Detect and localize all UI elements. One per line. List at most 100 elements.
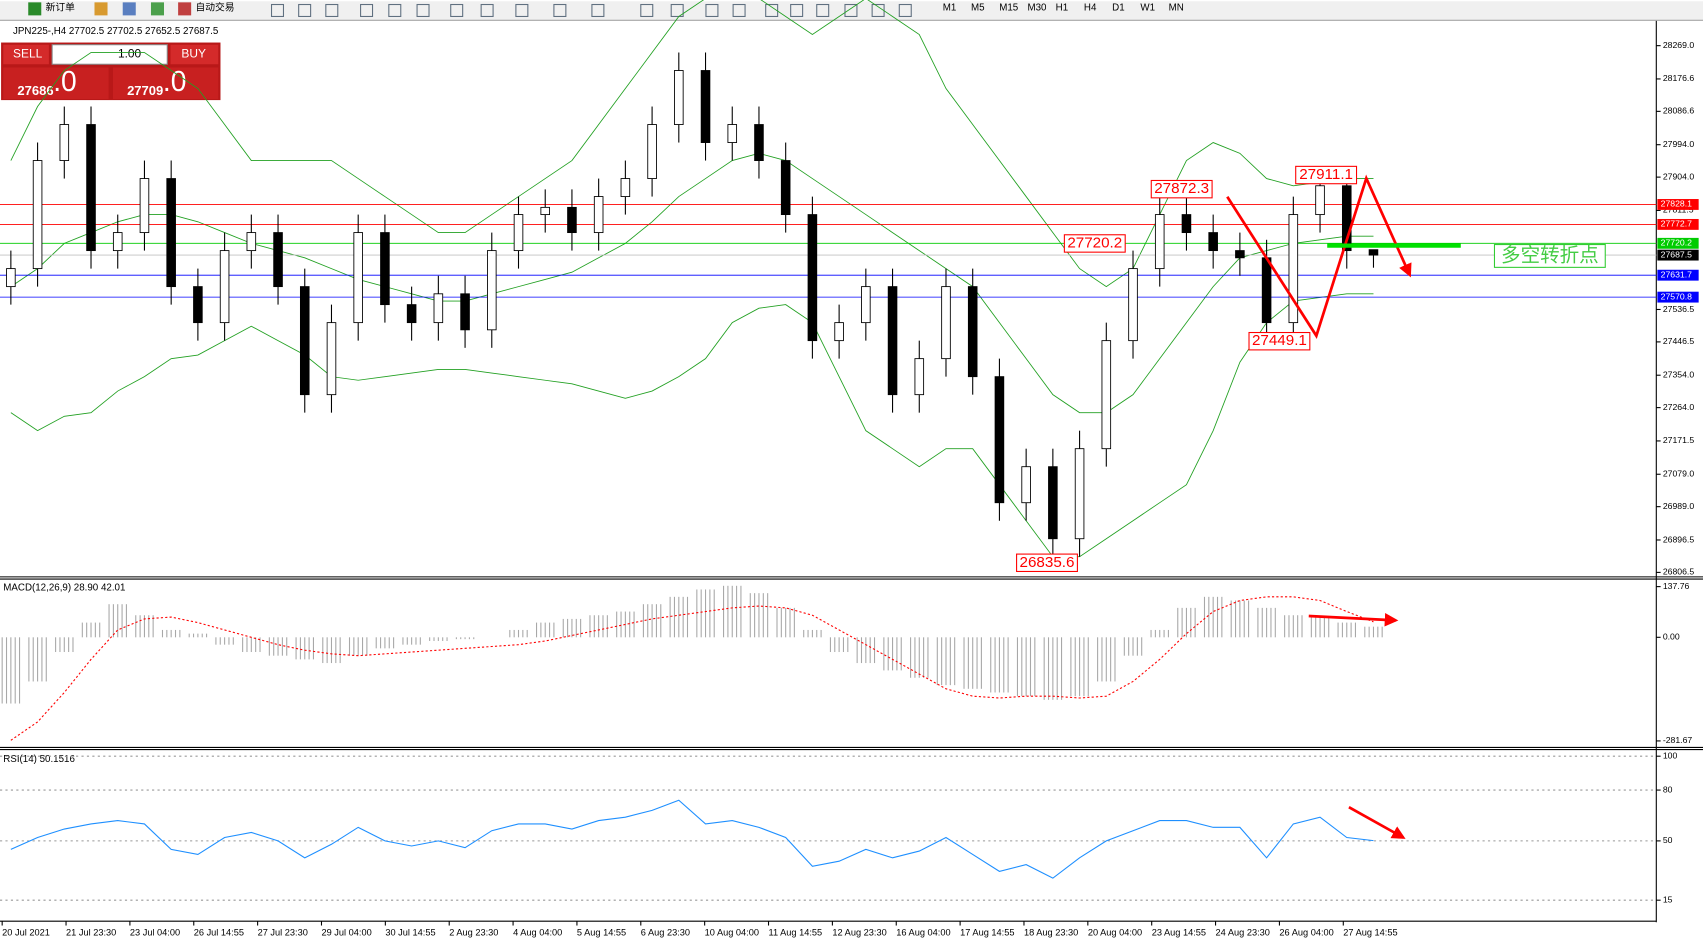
new-order[interactable]: 新订单 <box>46 0 76 13</box>
toolbar-button[interactable] <box>705 3 719 18</box>
price-level-label: 27631.7 <box>1661 269 1693 279</box>
annotation-box <box>1063 234 1126 253</box>
timeframe-button[interactable]: M5 <box>971 2 985 13</box>
candle-body <box>754 124 764 161</box>
price-level-tag <box>1657 291 1699 303</box>
buy-price-box[interactable] <box>112 67 219 100</box>
toolbar-button[interactable] <box>844 3 858 18</box>
toolbar-icon[interactable] <box>94 2 108 16</box>
candle-body <box>219 250 230 324</box>
sell-price: 27686 <box>17 83 53 98</box>
annotation-box <box>1150 179 1213 199</box>
candle-body <box>433 293 444 324</box>
toolbar-button[interactable] <box>360 3 374 18</box>
timeframe-button[interactable]: D1 <box>1112 2 1124 13</box>
toolbar-button[interactable] <box>765 3 779 18</box>
chart-title: JPN225-,H4 27702.5 27702.5 27652.5 27687… <box>13 26 219 37</box>
candle-body <box>193 286 203 324</box>
toolbar-button[interactable] <box>553 3 567 18</box>
candle-body <box>1074 448 1085 540</box>
toolbar-button[interactable] <box>298 3 312 18</box>
x-tick-label: 29 Jul 04:00 <box>321 928 371 938</box>
candle-body <box>941 286 951 360</box>
sell-price-box[interactable] <box>3 67 109 100</box>
new-order-icon[interactable] <box>28 2 42 16</box>
note: 多空转折点 <box>1501 245 1599 267</box>
candle-body <box>406 304 417 324</box>
x-tick-label: 26 Jul 14:55 <box>194 928 244 938</box>
candle-body <box>593 196 604 234</box>
candle-body <box>540 206 550 216</box>
candle-body <box>994 376 1005 504</box>
toolbar-button[interactable] <box>416 3 430 18</box>
candle-body <box>834 322 844 342</box>
price-level-label: 27828.1 <box>1661 199 1693 209</box>
trend-arrow <box>1348 805 1406 839</box>
bollinger-band <box>10 293 1374 558</box>
timeframe-button[interactable]: M1 <box>943 2 957 13</box>
toolbar-button[interactable] <box>790 3 804 18</box>
buy-label[interactable]: BUY <box>181 47 206 61</box>
toolbar-button[interactable] <box>270 3 285 18</box>
candle-body <box>460 293 470 331</box>
toolbar-icon[interactable] <box>150 2 165 16</box>
candle-body <box>567 206 577 234</box>
candle-body <box>32 160 43 270</box>
lot-field[interactable] <box>51 44 168 65</box>
sell-label[interactable]: SELL <box>13 47 43 61</box>
timeframe-button[interactable]: H1 <box>1056 2 1068 13</box>
price-level-tag <box>1657 199 1699 210</box>
timeframe-button[interactable]: W1 <box>1140 2 1155 13</box>
toolbar-button[interactable] <box>640 3 654 18</box>
x-tick-label: 16 Aug 04:00 <box>896 928 950 938</box>
macd-signal <box>10 596 1374 741</box>
y-tick-label: 27446.5 <box>1663 336 1695 346</box>
y-tick-label: 28269.0 <box>1663 40 1695 50</box>
x-tick-label: 23 Jul 04:00 <box>130 928 180 938</box>
timeframe-button[interactable]: H4 <box>1084 2 1097 13</box>
price-level-label: 27720.2 <box>1661 238 1693 248</box>
candle-body <box>967 286 978 378</box>
candle-body <box>807 214 818 342</box>
y-tick-label: 26989.0 <box>1663 501 1695 511</box>
x-tick-label: 6 Aug 23:30 <box>641 928 690 938</box>
toolbar-button[interactable] <box>732 3 746 18</box>
auto-trade-icon[interactable] <box>178 2 192 16</box>
candle-body <box>674 70 684 125</box>
annotation: 27872.3 <box>1154 180 1209 197</box>
candle-body <box>1154 214 1165 270</box>
candle-body <box>727 124 738 143</box>
y-tick-label: 26896.5 <box>1663 534 1695 544</box>
x-tick-label: 17 Aug 14:55 <box>960 928 1014 938</box>
lot-value[interactable]: 1.00 <box>118 47 142 61</box>
buy-button[interactable] <box>170 44 219 65</box>
toolbar-icon[interactable] <box>122 2 136 16</box>
candle-body <box>700 70 711 143</box>
toolbar-button[interactable] <box>591 3 605 18</box>
toolbar-button[interactable] <box>898 3 912 18</box>
price-level-tag <box>1657 269 1699 281</box>
y-tick-label: 28086.6 <box>1663 106 1695 116</box>
auto-trade[interactable]: 自动交易 <box>195 0 234 13</box>
toolbar-button[interactable] <box>450 3 464 18</box>
timeframe-button[interactable]: M15 <box>999 2 1019 13</box>
toolbar-button[interactable] <box>515 3 529 18</box>
annotation-box <box>1295 165 1358 185</box>
timeframe-button[interactable]: M30 <box>1027 2 1047 13</box>
toolbar-button[interactable] <box>325 3 339 18</box>
candle-body <box>6 268 16 288</box>
candle-body <box>1181 214 1192 234</box>
toolbar-button[interactable] <box>670 3 684 18</box>
candle-body <box>861 286 871 324</box>
note-box <box>1493 244 1606 268</box>
candle-body <box>86 124 96 252</box>
toolbar-button[interactable] <box>388 3 402 18</box>
toolbar-button[interactable] <box>816 3 830 18</box>
sell-button[interactable] <box>3 44 49 65</box>
timeframe-button[interactable]: MN <box>1169 2 1184 13</box>
toolbar-button[interactable] <box>480 3 494 18</box>
candle-body <box>914 358 925 396</box>
candle-body <box>647 124 657 179</box>
price-level-label: 27772.7 <box>1661 219 1693 229</box>
